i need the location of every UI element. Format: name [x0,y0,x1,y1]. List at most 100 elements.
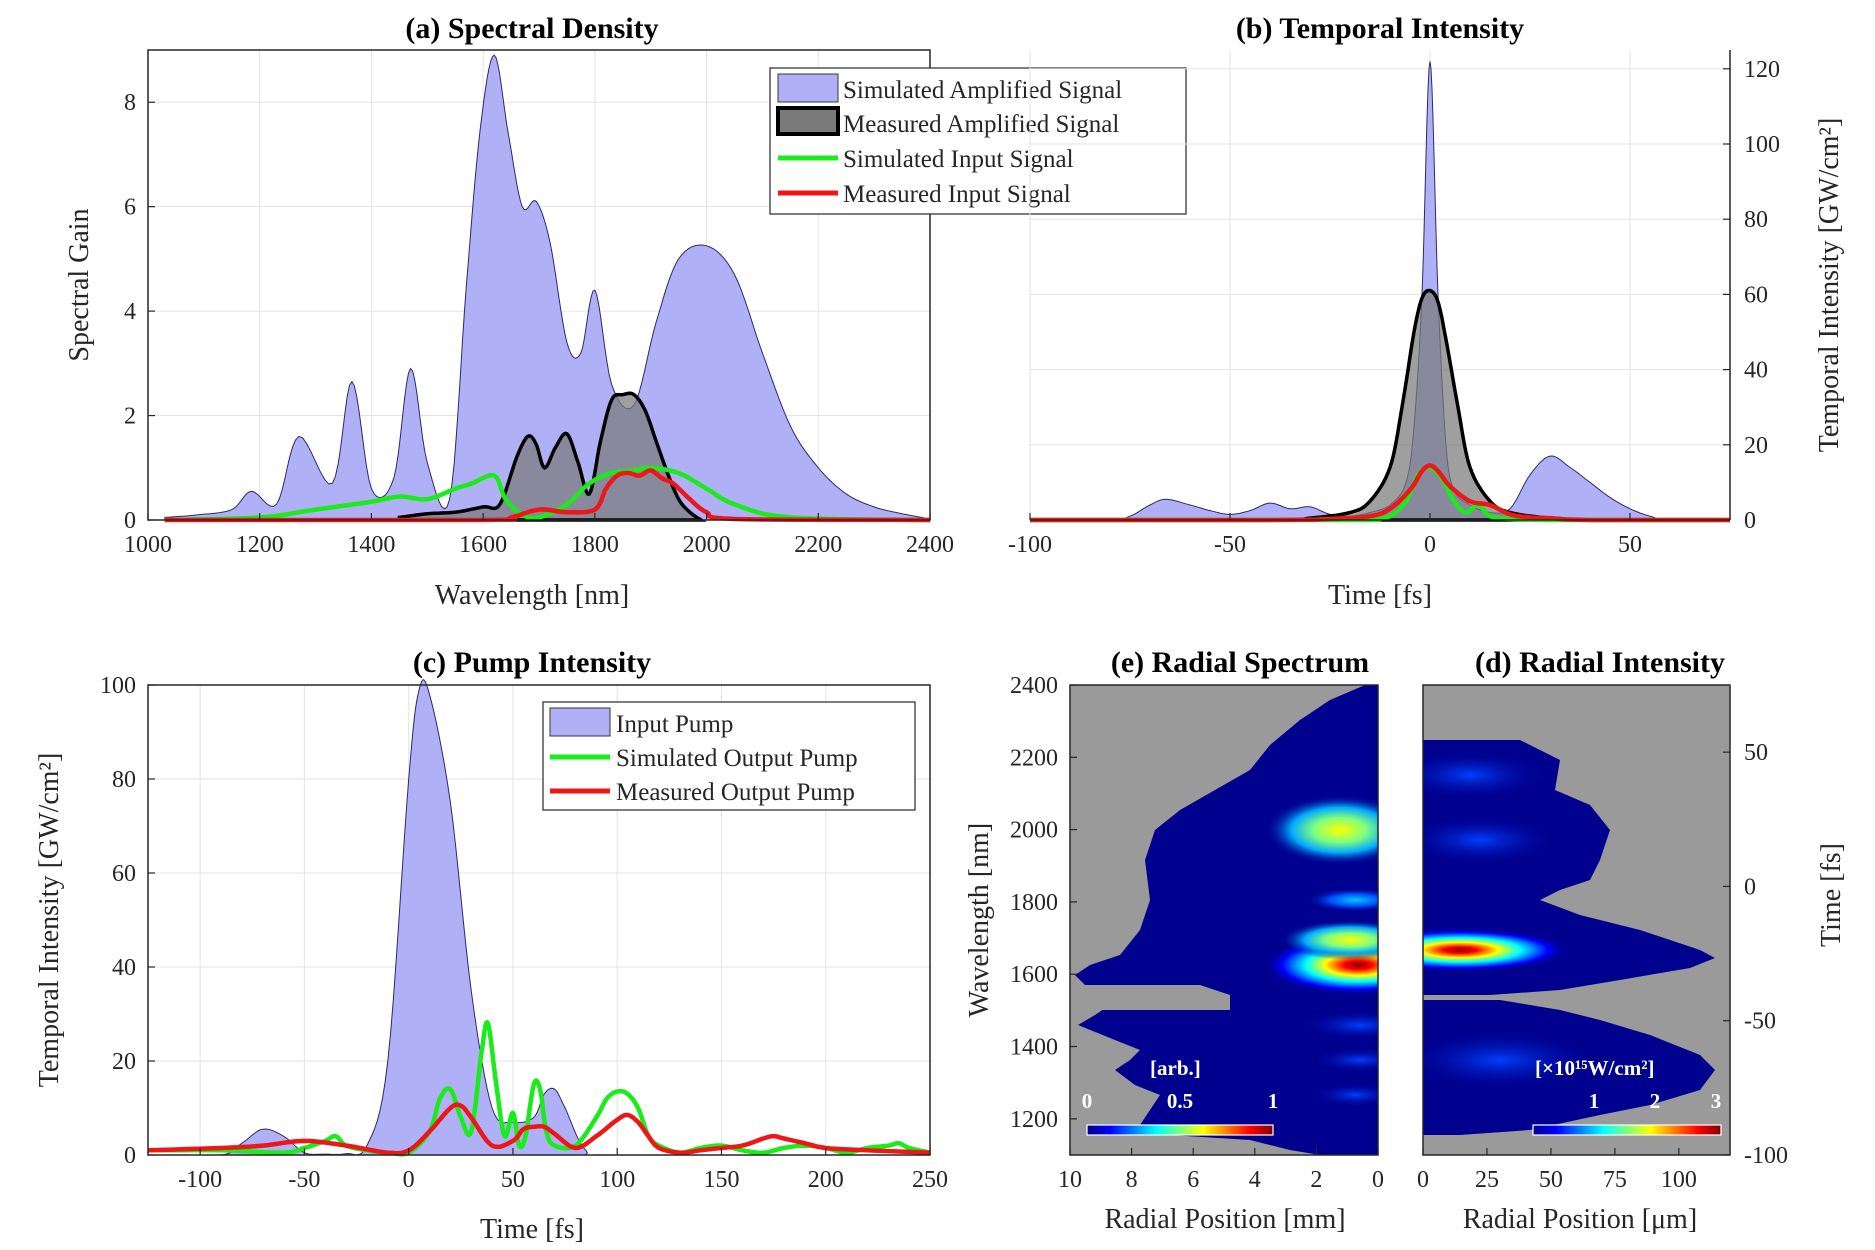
panel-b-temporal-intensity: -100 -50 0 50 0 20 40 60 80 100 120 (b) Temporal I… [1008,12,1845,611]
series-measured-input [164,468,930,523]
ytick-label: 60 [1744,282,1768,308]
xlabel-b: Time [fs] [1328,580,1432,611]
colorbar-e-unit: [arb.] [1150,1056,1201,1080]
xlabel-e: Radial Position [mm] [1104,1204,1345,1235]
panel-c-pump-intensity: -100 -50 0 50 100 150 200 250 0 20 40 60 80 100 (c) P… [34,646,948,1245]
heatmap-e-peak-1500 [1300,1010,1378,1040]
ytick-label: 2400 [1010,673,1058,699]
title-a: (a) Spectral Density [405,12,658,45]
ticks-c: -100 -50 0 50 100 150 200 250 0 20 40 60 80 100 [100,673,948,1193]
ytick-label: 0 [1744,508,1756,534]
legend-a-0: Simulated Amplified Signal [843,77,1122,104]
ytick-label: 2000 [1010,818,1058,844]
ytick-label: 80 [1744,207,1768,233]
ytick-label: 2200 [1010,745,1058,771]
ytick-label: 0 [124,508,136,534]
colorbar-e-tick-1: 0.5 [1167,1089,1193,1113]
xtick-label: 25 [1475,1167,1499,1193]
legend-c-2: Measured Output Pump [616,779,855,806]
xtick-label: 50 [1618,532,1642,558]
legend-c-1: Simulated Output Pump [616,745,858,772]
heatmap-e-peak-2000 [1265,795,1378,865]
series-measured-input [1030,463,1730,523]
xtick-label: 200 [808,1167,844,1193]
xtick-label: 250 [912,1167,948,1193]
ytick-label: 40 [112,955,136,981]
xtick-label: -50 [288,1167,320,1193]
xtick-label: 0 [403,1167,415,1193]
ylabel-e: Wavelength [nm] [964,823,995,1017]
xtick-label: 6 [1187,1167,1199,1193]
ytick-label: -50 [1744,1009,1776,1035]
ytick-label: 20 [1744,433,1768,459]
legend-swatch-measured [776,106,840,136]
xtick-label: -100 [1008,532,1052,558]
xtick-label: 2 [1310,1167,1322,1193]
series-simulated-input [164,465,931,523]
colorbar-d-tick-2: 3 [1711,1089,1722,1113]
legend-a: Simulated Amplified Signal Measured Ampl… [769,67,1187,215]
ytick-label: 60 [112,861,136,887]
ytick-label: 0 [124,1143,136,1169]
xtick-label: 50 [501,1167,525,1193]
series-simulated-amplified [164,54,931,521]
series-input-pump [148,679,930,1156]
ticks-b: -100 -50 0 50 0 20 40 60 80 100 120 [1008,57,1780,558]
heatmap-d-peak-30 [1423,1030,1600,1090]
ytick-label: 100 [1744,132,1780,158]
title-d: (d) Radial Intensity [1475,646,1725,679]
ytick-label: 80 [112,767,136,793]
ylabel-a: Spectral Gain [64,208,95,361]
panel-d-radial-intensity: 0 25 50 75 100 -100 -50 0 50 (d) Radial Intensit… [1417,646,1847,1235]
legend-c: Input Pump Simulated Output Pump Measure… [542,701,916,811]
legend-swatch-input-pump [549,707,611,737]
ytick-label: 4 [124,299,136,325]
xlabel-d: Radial Position [μm] [1463,1204,1697,1235]
xtick-label: -50 [1214,532,1246,558]
colorbar-e-tick-2: 1 [1268,1089,1279,1113]
xtick-label: 75 [1603,1167,1627,1193]
ticks-a: 1000 1200 1400 1600 1800 2000 2200 2400 0 2 4 6 8 [124,90,954,558]
xtick-label: 100 [1661,1167,1697,1193]
series-measured-amplified [1030,288,1730,522]
xtick-label: 100 [599,1167,635,1193]
series-measured-output-pump [147,1102,931,1156]
xtick-label: 10 [1058,1167,1082,1193]
legend-a-3: Measured Input Signal [843,181,1071,208]
title-e: (e) Radial Spectrum [1111,646,1369,679]
legend-a-1: Measured Amplified Signal [843,111,1119,138]
colorbar-e-tick-0: 0 [1082,1089,1093,1113]
xtick-label: 1400 [347,532,395,558]
ylabel-c: Temporal Intensity [GW/cm²] [34,753,65,1088]
colorbar-d-unit: [×10¹⁵W/cm²] [1535,1056,1655,1080]
legend-c-0: Input Pump [616,711,733,738]
ytick-label: 50 [1744,740,1768,766]
ytick-label: 1800 [1010,890,1058,916]
xtick-label: -100 [178,1167,222,1193]
xlabel-c: Time [fs] [480,1214,584,1245]
series-c [147,679,931,1157]
ytick-label: 20 [112,1049,136,1075]
xtick-label: 50 [1539,1167,1563,1193]
heatmap-e-peak-1360 [1310,1048,1378,1072]
colorbar-d: [×10¹⁵W/cm²] 1 2 3 [1532,1056,1722,1136]
xtick-label: 8 [1126,1167,1138,1193]
ytick-label: 100 [100,673,136,699]
heatmap-d-peak-minus45 [1423,815,1560,865]
xtick-label: 0 [1417,1167,1429,1193]
series-measured-amplified [397,391,707,522]
colorbar-e: [arb.] 0 0.5 1 [1082,1056,1279,1136]
xtick-label: 1200 [236,532,284,558]
ytick-label: 2 [124,404,136,430]
ytick-label: 1200 [1010,1107,1058,1133]
xtick-label: 2000 [683,532,731,558]
xtick-label: 1000 [124,532,172,558]
colorbar-d-tick-1: 2 [1650,1089,1661,1113]
title-c: (c) Pump Intensity [413,646,651,679]
colorbar-d-tick-0: 1 [1589,1089,1600,1113]
legend-swatch-amplified [777,73,839,103]
series-a [164,54,931,523]
